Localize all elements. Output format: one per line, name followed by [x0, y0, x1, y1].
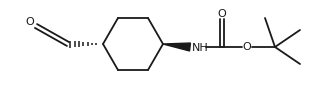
Text: O: O [218, 9, 226, 19]
Text: O: O [26, 17, 34, 27]
Polygon shape [163, 43, 190, 51]
Text: O: O [242, 42, 251, 52]
Text: NH: NH [192, 43, 209, 53]
